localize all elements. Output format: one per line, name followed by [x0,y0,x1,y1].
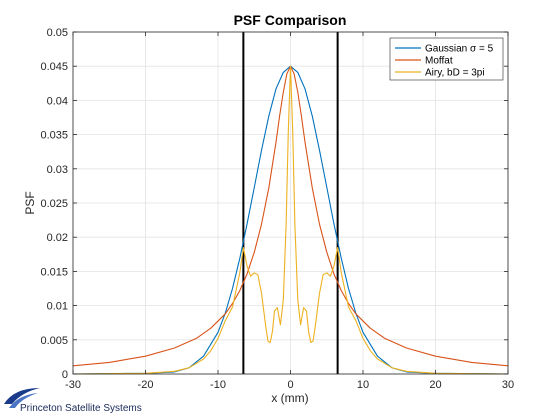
chart-title: PSF Comparison [234,12,347,28]
x-tick-label: -20 [138,379,154,391]
x-axis-label: x (mm) [271,391,308,405]
y-axis-label: PSF [23,191,37,214]
y-tick-label: 0.01 [47,301,68,313]
x-tick-label: -30 [65,379,81,391]
princeton-satellite-systems-logo: Princeton Satellite Systems [4,388,142,414]
x-tick-label: 20 [429,379,441,391]
y-tick-label: 0.05 [47,27,68,39]
x-tick-label: 10 [357,379,369,391]
logo-swoosh-inner-icon [9,393,38,408]
legend-label-3: Airy, bD = 3pi [425,68,485,79]
y-tick-label: 0.03 [47,164,68,176]
grid-lines [72,31,509,375]
y-tick-label: 0.025 [40,198,68,210]
y-tick-label: 0.02 [47,232,68,244]
x-tick-label: -10 [210,379,226,391]
y-tick-label: 0.015 [40,266,68,278]
legend-label-1: Gaussian σ = 5 [425,44,494,55]
series-lines [72,65,509,375]
logo-text: Princeton Satellite Systems [20,403,142,414]
vertical-markers [242,32,339,374]
y-tick-label: 0.035 [40,130,68,142]
series-line-3 [72,65,509,375]
legend-label-2: Moffat [425,56,453,67]
legend-box [389,37,504,81]
x-tick-label: 0 [287,379,293,391]
y-tick-label: 0.04 [47,95,68,107]
y-tick-label: 0.045 [40,61,68,73]
y-tick-label: 0.005 [40,335,68,347]
x-tick-label: 30 [502,379,514,391]
y-tick-label: 0 [62,369,68,381]
axis-ticks: -30 -20 -10 0 10 20 30 0 0.005 0.01 0.015 0.02 0.025… [40,27,514,391]
logo-swoosh-icon [4,388,40,404]
